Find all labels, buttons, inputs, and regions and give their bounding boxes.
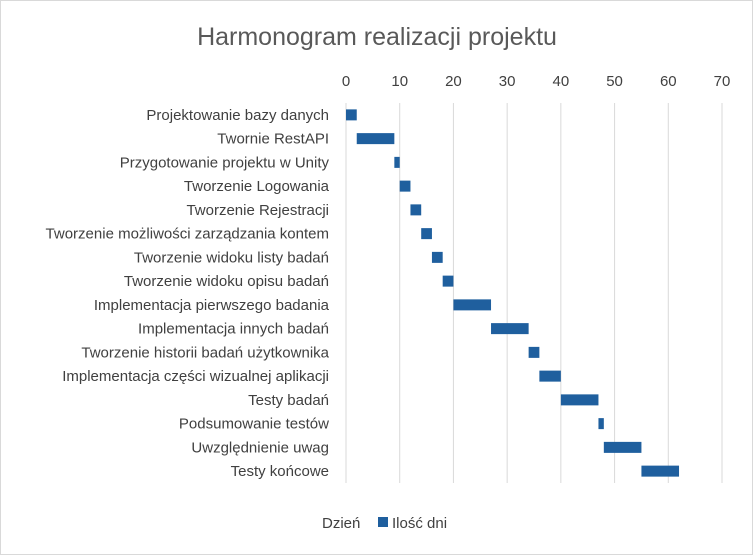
x-axis-ticks: 0 10 20 30 40 50 60 70 [342,73,731,90]
bar-ilosc-dni [442,275,454,287]
chart-title: Harmonogram realizacji projektu [197,23,557,51]
category-label: Implementacja pierwszego badania [94,297,330,314]
legend-swatch-ilosc-dni [378,517,388,527]
bar-ilosc-dni [598,418,604,430]
legend-label-dzien: Dzień [322,515,360,532]
category-label: Tworzenie Rejestracji [186,202,329,219]
x-tick-label: 0 [342,73,350,90]
category-label: Implementacja części wizualnej aplikacji [62,368,329,385]
bar-ilosc-dni [346,109,357,121]
bar-ilosc-dni [641,465,680,477]
bar-ilosc-dni [356,133,395,145]
x-tick-label: 60 [660,73,677,90]
gridlines [345,103,723,483]
category-label: Podsumowanie testów [179,416,329,433]
bar-ilosc-dni [410,204,422,216]
bar-ilosc-dni [539,370,561,382]
category-label: Tworzenie widoku listy badań [134,249,329,266]
x-tick-label: 20 [445,73,462,90]
legend-label-ilosc-dni: Ilość dni [392,515,447,532]
category-label: Tworzenie Logowania [184,178,330,195]
bar-ilosc-dni [399,180,411,192]
category-label: Implementacja innych badań [138,321,329,338]
x-tick-label: 30 [499,73,516,90]
category-label: Testy badań [248,392,329,409]
category-label: Twornie RestAPI [217,131,329,148]
category-label: Testy końcowe [231,463,329,480]
category-label: Tworzenie widoku opisu badań [124,273,329,290]
x-tick-label: 70 [714,73,731,90]
bar-ilosc-dni [603,441,642,453]
legend: Dzień Ilość dni [322,515,447,532]
bar-ilosc-dni [528,346,540,358]
bar-ilosc-dni [491,323,529,335]
x-tick-label: 10 [391,73,408,90]
category-label: Projektowanie bazy danych [146,107,329,124]
bar-ilosc-dni [394,156,400,168]
category-label: Tworzenie historii badań użytkownika [81,344,329,361]
category-label: Tworzenie możliwości zarządzania kontem [46,226,329,243]
bar-ilosc-dni [421,228,432,240]
bar-ilosc-dni [560,394,599,406]
category-labels: Projektowanie bazy danych Twornie RestAPI… [46,107,330,480]
x-tick-label: 40 [553,73,570,90]
bars [346,109,680,477]
bar-ilosc-dni [453,299,492,311]
x-tick-label: 50 [606,73,623,90]
category-label: Przygotowanie projektu w Unity [120,154,330,171]
bar-ilosc-dni [431,251,443,263]
category-label: Uwzględnienie uwag [191,439,329,456]
